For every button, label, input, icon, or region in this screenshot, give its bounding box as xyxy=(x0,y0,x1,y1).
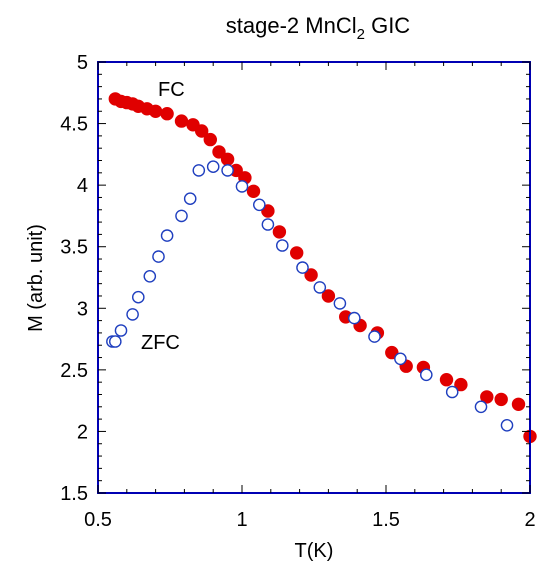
y-tick-label: 3 xyxy=(77,298,88,320)
y-tick-label: 5 xyxy=(77,52,88,74)
axis-ticks xyxy=(97,61,531,494)
y-tick-label: 2 xyxy=(77,421,88,443)
x-tick-label: 2 xyxy=(524,509,535,531)
fc-point xyxy=(203,132,218,147)
x-tick-label: 0.5 xyxy=(84,509,112,531)
y-tick-label: 1.5 xyxy=(60,483,88,505)
zfc-point xyxy=(347,311,361,325)
fc-point xyxy=(148,104,163,119)
y-tick-label: 2.5 xyxy=(60,360,88,382)
zfc-point xyxy=(368,330,381,343)
zfc-point xyxy=(131,290,145,304)
fc-point xyxy=(220,152,235,167)
zfc-point xyxy=(183,192,197,205)
fc-point xyxy=(246,184,261,199)
fc-point xyxy=(494,392,508,407)
zfc-point xyxy=(500,418,514,432)
zfc-point xyxy=(143,269,157,283)
zfc-point xyxy=(192,164,206,177)
y-axis-label: M (arb. unit) xyxy=(25,224,47,332)
zfc-point xyxy=(252,198,266,212)
zfc-point xyxy=(109,335,122,348)
chart-title-main: stage-2 MnCl xyxy=(226,13,357,38)
plot-frame xyxy=(97,61,531,494)
fc-point xyxy=(174,114,189,128)
chart-title-suffix: GIC xyxy=(365,13,410,38)
zfc-point xyxy=(221,164,234,177)
fc-point xyxy=(195,124,209,138)
y-tick-label: 4.5 xyxy=(60,114,88,136)
y-tick-label: 3.5 xyxy=(60,237,88,259)
fc-point xyxy=(321,289,336,303)
fc-point xyxy=(290,246,304,260)
zfc-point xyxy=(445,385,459,399)
x-tick-label: 1 xyxy=(236,509,247,531)
zfc-point xyxy=(126,308,139,321)
fc-point xyxy=(454,377,468,392)
annotation-zfc: ZFC xyxy=(141,332,180,354)
fc-point xyxy=(304,268,318,282)
zfc-point xyxy=(175,209,188,223)
fc-point xyxy=(439,373,454,387)
zfc-point xyxy=(333,297,347,310)
zfc-point xyxy=(474,400,488,414)
fc-point xyxy=(261,204,275,218)
fc-point xyxy=(160,107,174,121)
zfc-point xyxy=(275,239,289,252)
tick-labels: 0.5 1 1.5 2 1.5 2 2.5 3 3.5 4 4.5 5 xyxy=(60,52,535,531)
data-points xyxy=(106,92,537,444)
x-tick-label: 1.5 xyxy=(372,509,400,531)
x-axis-label: T(K) xyxy=(295,540,334,562)
zfc-point xyxy=(313,281,327,294)
y-tick-label: 4 xyxy=(77,175,88,197)
zfc-point xyxy=(114,324,128,337)
fc-point xyxy=(511,397,526,411)
fc-point xyxy=(212,145,226,159)
fc-point xyxy=(272,225,287,239)
chart-title-subscript: 2 xyxy=(357,26,365,43)
zfc-point xyxy=(206,160,220,173)
zfc-point xyxy=(160,229,174,242)
annotation-fc: FC xyxy=(158,79,185,101)
zfc-point xyxy=(394,352,407,366)
zfc-point xyxy=(152,250,165,263)
zfc-point xyxy=(419,368,433,382)
zfc-point xyxy=(261,218,275,231)
zfc-point xyxy=(296,261,309,274)
fc-point xyxy=(480,390,494,404)
zfc-point xyxy=(235,180,249,193)
chart-title: stage-2 MnCl2 GIC xyxy=(226,13,411,43)
fc-point xyxy=(385,345,399,360)
